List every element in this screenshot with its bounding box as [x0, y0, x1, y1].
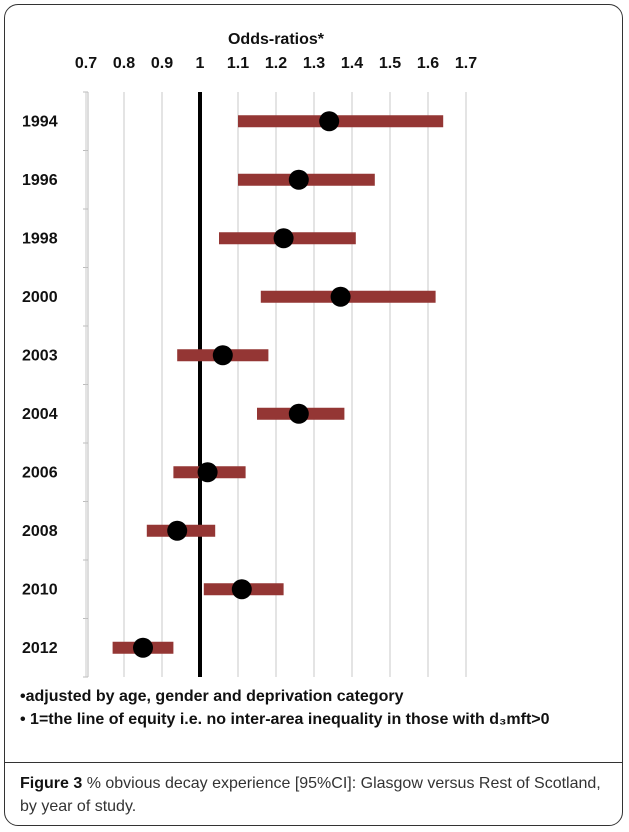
x-tick-label: 1.3 — [303, 55, 325, 72]
point-estimate — [288, 403, 309, 424]
category-label: 1998 — [22, 230, 58, 247]
note: •adjusted by age, gender and deprivation… — [20, 688, 404, 705]
caption-separator — [4, 762, 623, 763]
note: • 1=the line of equity i.e. no inter-are… — [20, 711, 550, 728]
category-label: 2004 — [22, 406, 58, 423]
point-estimate — [212, 345, 233, 366]
x-tick-label: 1 — [196, 55, 205, 72]
category-label: 2010 — [22, 581, 58, 598]
category-label: 1996 — [22, 172, 58, 189]
x-tick-label: 1.7 — [455, 55, 477, 72]
point-estimate — [273, 228, 294, 249]
caption: Figure 3 % obvious decay experience [95%… — [20, 772, 610, 818]
category-label: 2003 — [22, 347, 58, 364]
category-label: 2012 — [22, 640, 58, 657]
caption-text: % obvious decay experience [95%CI]: Glas… — [20, 775, 601, 815]
point-estimate — [319, 111, 340, 132]
x-tick-label: 0.9 — [151, 55, 173, 72]
point-estimate — [231, 579, 252, 600]
point-estimate — [197, 462, 218, 483]
point-estimate — [133, 637, 153, 658]
x-tick-label: 0.7 — [75, 55, 97, 72]
caption-label: Figure 3 — [20, 775, 83, 792]
x-tick-label: 1.1 — [227, 55, 249, 72]
x-tick-label: 1.5 — [379, 55, 401, 72]
point-estimate — [288, 169, 309, 190]
chart: Odds-ratios* 0.7 0.8 0.9 1 1.1 1.2 1.3 1.4 1.5 1.… — [22, 31, 477, 678]
point-estimate — [330, 286, 351, 307]
category-label: 2006 — [22, 464, 58, 481]
notes: •adjusted by age, gender and deprivation… — [20, 685, 560, 731]
category-label: 2000 — [22, 289, 58, 306]
point-estimate — [167, 520, 188, 541]
category-label: 2008 — [22, 523, 58, 540]
chart-title: Odds-ratios* — [228, 31, 325, 48]
x-tick-label: 1.4 — [341, 55, 363, 72]
ci-bar — [238, 115, 444, 128]
x-tick-label: 0.8 — [113, 55, 135, 72]
x-tick-label: 1.6 — [417, 55, 439, 72]
figure-frame — [4, 4, 623, 826]
category-label: 1994 — [22, 113, 58, 130]
x-tick-label: 1.2 — [265, 55, 287, 72]
